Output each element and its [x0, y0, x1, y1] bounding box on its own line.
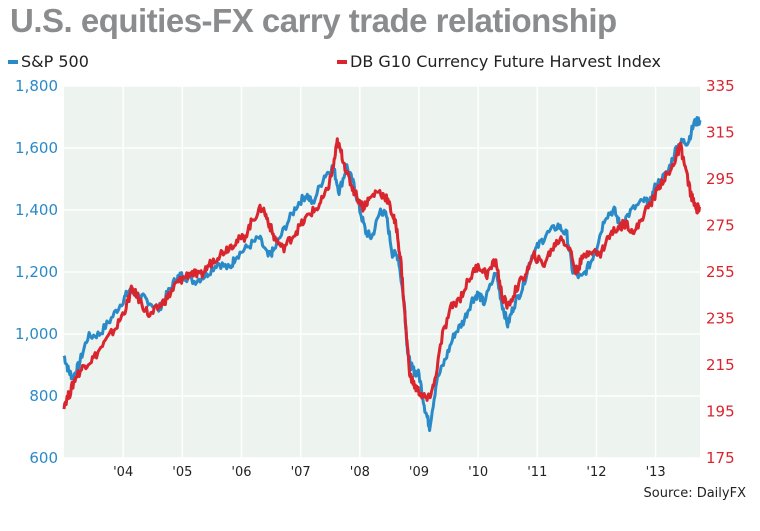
left-tick-label: 1,400 — [15, 201, 58, 219]
x-tick-label: '09 — [409, 465, 429, 480]
left-tick-label: 1,000 — [15, 325, 58, 343]
left-tick-label: 1,600 — [15, 139, 58, 157]
right-tick-label: 235 — [706, 310, 735, 328]
x-tick-label: '06 — [231, 465, 251, 480]
left-tick-label: 800 — [29, 387, 58, 405]
legend-db-g10: DB G10 Currency Future Harvest Index — [337, 52, 661, 71]
right-tick-label: 335 — [706, 77, 735, 95]
x-tick-label: '10 — [468, 465, 488, 480]
right-tick-label: 195 — [706, 403, 735, 421]
right-tick-label: 315 — [706, 124, 735, 142]
x-tick-label: '11 — [527, 465, 547, 480]
source-note: Source: DailyFX — [643, 486, 746, 501]
left-tick-label: 600 — [29, 449, 58, 467]
right-tick-label: 175 — [706, 449, 735, 467]
x-tick-label: '08 — [350, 465, 370, 480]
chart-title: U.S. equities-FX carry trade relationshi… — [10, 2, 617, 39]
legend-sp500-label: S&P 500 — [21, 52, 89, 71]
left-tick-label: 1,800 — [15, 77, 58, 95]
series-line-db-g10 — [62, 137, 701, 410]
left-tick-label: 1,200 — [15, 263, 58, 281]
legend-db-g10-swatch — [337, 59, 347, 64]
right-tick-label: 275 — [706, 217, 735, 235]
legend-sp500: S&P 500 — [8, 52, 89, 71]
x-tick-label: '05 — [172, 465, 192, 480]
right-tick-label: 295 — [706, 170, 735, 188]
right-axis: 335 315 295 275 255 235 215 195 175 — [706, 77, 735, 467]
right-tick-label: 215 — [706, 356, 735, 374]
x-tick-label: '07 — [291, 465, 311, 480]
legend-db-g10-label: DB G10 Currency Future Harvest Index — [350, 52, 661, 71]
x-tick-label: '12 — [586, 465, 606, 480]
right-tick-label: 255 — [706, 263, 735, 281]
left-axis: 1,800 1,600 1,400 1,200 1,000 800 600 — [15, 77, 58, 467]
series-layer — [62, 116, 702, 433]
x-tick-label: '13 — [646, 465, 666, 480]
x-axis: '04 '05 '06 '07 '08 '09 '10 '11 '12 '13 — [113, 465, 666, 480]
x-tick-label: '04 — [113, 465, 133, 480]
legend-sp500-swatch — [8, 59, 18, 64]
